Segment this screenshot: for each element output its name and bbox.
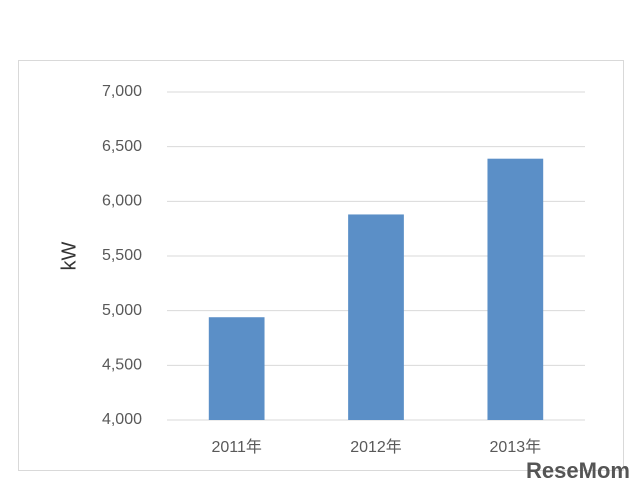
- x-tick-label: 2013年: [490, 438, 542, 456]
- y-tick-label: 5,500: [102, 247, 142, 264]
- y-tick-label: 4,500: [102, 357, 142, 374]
- y-tick-label: 6,000: [102, 193, 142, 210]
- x-tick-label: 2011年: [211, 438, 261, 456]
- y-tick-label: 4,000: [102, 411, 142, 428]
- y-tick-label: 7,000: [102, 83, 142, 100]
- bar: [348, 214, 404, 420]
- x-tick-label: 2012年: [350, 438, 402, 456]
- y-tick-label: 6,500: [102, 138, 142, 155]
- bar: [208, 317, 265, 420]
- watermark: ReseMom: [526, 458, 630, 483]
- bar: [487, 158, 544, 420]
- y-axis-label: kW: [58, 241, 80, 270]
- y-tick-label: 5,000: [102, 302, 142, 319]
